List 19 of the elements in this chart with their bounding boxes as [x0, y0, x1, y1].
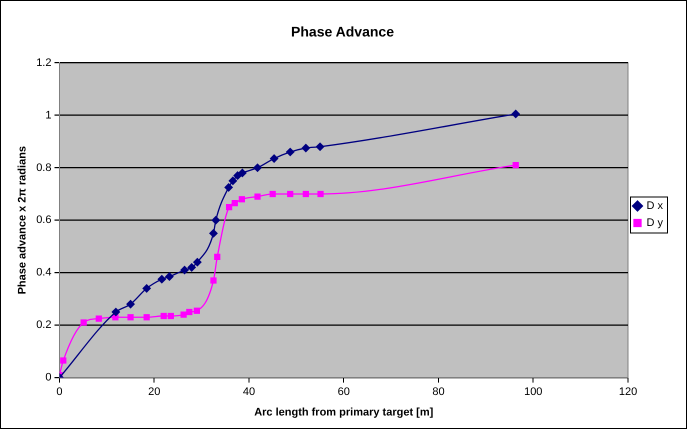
legend-label: D x	[646, 200, 664, 212]
x-tick-label: 100	[524, 386, 542, 398]
x-tick-label: 120	[618, 386, 638, 398]
y-tick-label: 0	[45, 372, 52, 384]
y-axis-title: Phase advance x 2π radians	[16, 146, 29, 294]
x-tick-label: 0	[56, 386, 63, 398]
y-tick-label: 0.6	[36, 214, 52, 226]
y-tick-label: 0.8	[36, 162, 52, 174]
y-tick-label: 0.4	[36, 266, 52, 279]
x-axis-title: Arc length from primary target [m]	[254, 406, 434, 418]
x-tick-label: 40	[242, 386, 256, 398]
legend-label: D y	[646, 217, 664, 230]
y-tick-label: 1	[45, 109, 52, 122]
chart-title: Phase Advance	[291, 23, 394, 40]
x-tick-label: 60	[338, 386, 350, 398]
y-tick-label: 1.2	[36, 56, 52, 69]
x-tick-label: 20	[148, 386, 160, 398]
x-tick-label: 80	[432, 386, 445, 398]
y-tick-label: 0.2	[36, 319, 52, 332]
